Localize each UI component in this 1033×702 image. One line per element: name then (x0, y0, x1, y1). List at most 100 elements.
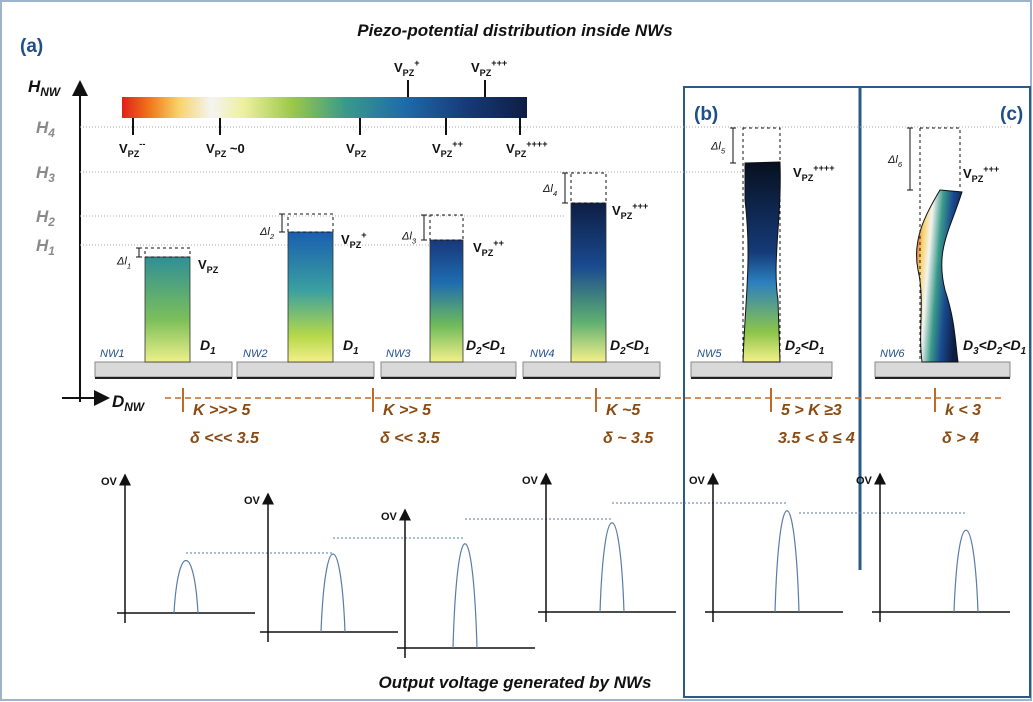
y-axis-label: HNW (28, 77, 62, 99)
potential-label: VPZ+++ (963, 164, 999, 184)
title: Piezo-potential distribution inside NWs (357, 21, 672, 40)
diameter-label: D3<D2<D1 (963, 337, 1026, 357)
text-part: V (506, 141, 515, 156)
text-part: V (471, 60, 480, 75)
panel-label: (a) (20, 36, 43, 57)
text-part: D (466, 337, 476, 353)
text-part: PZ (515, 149, 527, 159)
text-part: V (612, 203, 621, 218)
nanowire-label: NW3 (386, 348, 411, 360)
text-part: D (785, 337, 795, 353)
delta-l-label: Δl4 (542, 183, 557, 198)
text-part: V (394, 60, 403, 75)
text-part: V (346, 141, 355, 156)
text-part: V (119, 141, 128, 156)
text-part: +++ (983, 164, 999, 174)
regime-delta: δ > 4 (942, 430, 979, 447)
text-part: NW (40, 85, 62, 99)
text-part: 1 (500, 346, 505, 357)
regime-k: K >> 5 (383, 402, 432, 419)
text-part: PZ (403, 68, 415, 78)
text-part: <D (979, 337, 997, 353)
panel-label: (c) (1000, 104, 1023, 125)
text-part: 6 (898, 160, 903, 169)
text-part: Δl (259, 226, 270, 238)
regime-delta: 3.5 < δ ≤ 4 (778, 430, 855, 447)
text-part: V (206, 141, 215, 156)
panel-bc-frame (683, 86, 1031, 698)
delta-l-label: Δl2 (259, 226, 275, 241)
text-part: PZ (215, 149, 227, 159)
text-part: ++ (452, 139, 463, 149)
ov-pulse (774, 510, 800, 613)
text-part: 2 (475, 346, 482, 357)
substrate (380, 361, 517, 378)
colorbar-label: VPZ ~0 (206, 141, 245, 159)
ov-pulse (173, 560, 199, 614)
text-part: PZ (621, 211, 633, 221)
text-part: Δl (887, 154, 898, 166)
nanowire (742, 161, 781, 363)
ov-label: OV (856, 475, 873, 487)
text-part: <D (801, 337, 819, 353)
text-part: V (432, 141, 441, 156)
text-part: <D (626, 337, 644, 353)
potential-label: VPZ+++ (612, 201, 648, 221)
regime-k: 5 > K ≥3 (781, 402, 842, 419)
text-part: PZ (441, 149, 453, 159)
height-level-label: H3 (36, 163, 55, 185)
nanowire-label: NW2 (243, 348, 267, 360)
nanowire-original (429, 214, 464, 241)
text-part: V (473, 240, 482, 255)
colorbar-label: VPZ++++ (506, 139, 548, 159)
nanowire (570, 202, 607, 363)
substrate (874, 361, 1011, 378)
text-part: 3 (973, 346, 979, 357)
text-part: ~0 (226, 141, 244, 156)
potential-label: VPZ (198, 257, 219, 275)
text-part: 1 (210, 346, 215, 357)
nanowire-label: NW5 (697, 348, 722, 360)
nanowire-original (742, 127, 781, 363)
text-part: 4 (553, 189, 557, 198)
nanowire-original (570, 172, 607, 204)
ov-label: OV (244, 495, 261, 507)
text-part: H (28, 77, 41, 96)
text-part: PZ (972, 174, 984, 184)
potential-label: VPZ+ (341, 230, 367, 250)
ov-pulse (953, 529, 979, 613)
text-part: D (343, 337, 353, 353)
colorbar-label: VPZ+++ (471, 58, 507, 78)
text-part: D (200, 337, 210, 353)
substrate (94, 361, 233, 378)
ov-label: OV (101, 476, 118, 488)
text-part: <D (1002, 337, 1020, 353)
nanowire-label: NW4 (530, 348, 554, 360)
panel-label: (b) (694, 104, 718, 125)
regime-delta: δ <<< 3.5 (190, 430, 260, 447)
colorbar-label: VPZ (346, 141, 367, 159)
text-part: PZ (128, 149, 140, 159)
text-part: + (414, 58, 419, 68)
diameter-label: D2<D1 (610, 337, 649, 357)
nanowire (429, 239, 464, 363)
text-part: ++++ (526, 139, 547, 149)
diameter-label: D1 (200, 337, 216, 357)
nanowire (916, 189, 963, 363)
ov-pulse (452, 543, 478, 649)
text-part: ++++ (813, 163, 834, 173)
delta-l-label: Δl3 (401, 231, 417, 246)
colorbar-label: VPZ+ (394, 58, 420, 78)
text-part: PZ (802, 173, 814, 183)
text-part: 2 (794, 346, 801, 357)
text-part: V (963, 166, 972, 181)
regime-k: K >>> 5 (193, 402, 251, 419)
ov-pulse (320, 553, 346, 633)
nanowire-label: NW1 (100, 348, 124, 360)
nanowire-original (919, 127, 961, 362)
regime-k: K ~5 (606, 402, 641, 419)
ov-label: OV (522, 475, 539, 487)
